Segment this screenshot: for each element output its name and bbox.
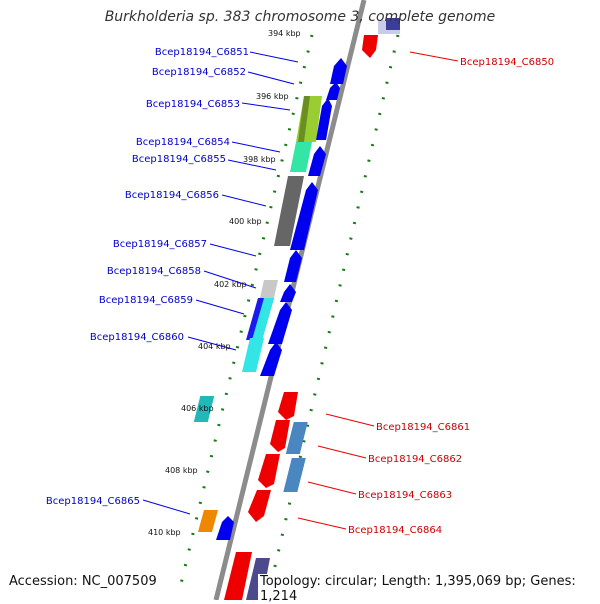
feature-C6850 bbox=[362, 35, 378, 58]
feature-C6861 bbox=[193, 396, 215, 422]
feature-C6856-arrow bbox=[290, 182, 318, 250]
gene-label-C6862[interactable]: Bcep18194_C6862 bbox=[368, 454, 462, 465]
connector-C6855 bbox=[227, 159, 277, 171]
feature-C6852 bbox=[326, 82, 340, 100]
feature-C6865-arrow bbox=[216, 516, 234, 540]
feature-C6853-arrow bbox=[316, 98, 332, 140]
feature-C6860 bbox=[242, 338, 264, 372]
feature-top-block bbox=[386, 18, 400, 30]
gene-label-C6861[interactable]: Bcep18194_C6861 bbox=[376, 422, 470, 433]
feature-C6862a bbox=[270, 420, 290, 452]
feature-C6863a bbox=[258, 454, 280, 488]
gene-label-C6850[interactable]: Bcep18194_C6850 bbox=[460, 57, 554, 68]
connector-C6853 bbox=[241, 102, 291, 111]
connector-C6851 bbox=[249, 51, 299, 63]
feature-C6856 bbox=[274, 176, 304, 246]
gene-label-C6853[interactable]: Bcep18194_C6853 bbox=[146, 99, 240, 110]
ruler-label-410: 410 kbp bbox=[148, 528, 181, 537]
gene-label-C6860[interactable]: Bcep18194_C6860 bbox=[90, 332, 184, 343]
ruler-label-396: 396 kbp bbox=[256, 92, 289, 101]
connector-C6863 bbox=[307, 481, 357, 495]
feature-C6864a bbox=[248, 490, 271, 522]
gene-label-C6863[interactable]: Bcep18194_C6863 bbox=[358, 490, 452, 501]
gene-label-C6865[interactable]: Bcep18194_C6865 bbox=[46, 496, 140, 507]
ruler-label-406: 406 kbp bbox=[181, 404, 214, 413]
gene-label-C6859[interactable]: Bcep18194_C6859 bbox=[99, 295, 193, 306]
connector-C6860 bbox=[187, 336, 237, 351]
ruler-label-394: 394 kbp bbox=[268, 29, 301, 38]
gene-label-C6851[interactable]: Bcep18194_C6851 bbox=[155, 47, 249, 58]
gene-label-C6858[interactable]: Bcep18194_C6858 bbox=[107, 266, 201, 277]
feature-C6859-arrow bbox=[268, 302, 292, 344]
connector-C6857 bbox=[209, 243, 257, 257]
feature-C6854 bbox=[290, 142, 312, 172]
topology-label: Topology: circular; Length: 1,395,069 bp… bbox=[258, 574, 600, 604]
feature-C6853-dark bbox=[298, 96, 310, 142]
forward-strand-features bbox=[198, 58, 347, 540]
accession-label: Accession: NC_007509 bbox=[7, 574, 159, 589]
ruler-label-398: 398 kbp bbox=[243, 155, 276, 164]
gene-label-C6856[interactable]: Bcep18194_C6856 bbox=[125, 190, 219, 201]
connector-C6862 bbox=[317, 445, 367, 459]
ruler-label-408: 408 kbp bbox=[165, 466, 198, 475]
connector-C6854 bbox=[231, 141, 281, 153]
ruler-label-400: 400 kbp bbox=[229, 217, 262, 226]
connector-C6865 bbox=[142, 499, 191, 515]
connector-C6859 bbox=[195, 299, 245, 315]
gene-label-C6855[interactable]: Bcep18194_C6855 bbox=[132, 154, 226, 165]
connector-C6852 bbox=[247, 71, 295, 85]
feature-bottom-red bbox=[224, 552, 252, 600]
feature-C6862 bbox=[285, 422, 308, 454]
feature-C6858 bbox=[260, 280, 278, 298]
feature-C6851 bbox=[330, 58, 347, 84]
feature-C6857 bbox=[284, 250, 302, 282]
gene-label-C6857[interactable]: Bcep18194_C6857 bbox=[113, 239, 207, 250]
gene-label-C6852[interactable]: Bcep18194_C6852 bbox=[152, 67, 246, 78]
label-connectors bbox=[142, 51, 459, 530]
feature-C6865 bbox=[198, 510, 218, 532]
connector-C6861 bbox=[325, 413, 375, 427]
ruler-label-404: 404 kbp bbox=[198, 342, 231, 351]
ruler-label-402: 402 kbp bbox=[214, 280, 247, 289]
feature-C6859-cyan bbox=[252, 298, 274, 340]
reverse-strand-features bbox=[193, 18, 400, 600]
connector-C6858 bbox=[203, 270, 257, 289]
feature-C6863 bbox=[283, 458, 306, 492]
gene-label-C6864[interactable]: Bcep18194_C6864 bbox=[348, 525, 442, 536]
connector-C6856 bbox=[221, 194, 267, 207]
reverse-gene-labels: Bcep18194_C6850 Bcep18194_C6861 Bcep1819… bbox=[348, 57, 554, 536]
inner-dotted-track bbox=[178, 34, 314, 589]
feature-C6860-arrow bbox=[260, 342, 282, 376]
feature-C6854-arrow bbox=[308, 146, 326, 176]
ruler-labels: 394 kbp 396 kbp 398 kbp 400 kbp 402 kbp … bbox=[148, 29, 301, 537]
feature-C6858-arrow bbox=[280, 284, 296, 302]
forward-gene-labels: Bcep18194_C6851 Bcep18194_C6852 Bcep1819… bbox=[46, 47, 249, 507]
map-title: Burkholderia sp. 383 chromosome 3, compl… bbox=[104, 9, 496, 25]
gene-label-C6854[interactable]: Bcep18194_C6854 bbox=[136, 137, 230, 148]
connector-C6850 bbox=[409, 51, 459, 62]
feature-C6861a bbox=[278, 392, 298, 420]
connector-C6864 bbox=[297, 517, 347, 530]
